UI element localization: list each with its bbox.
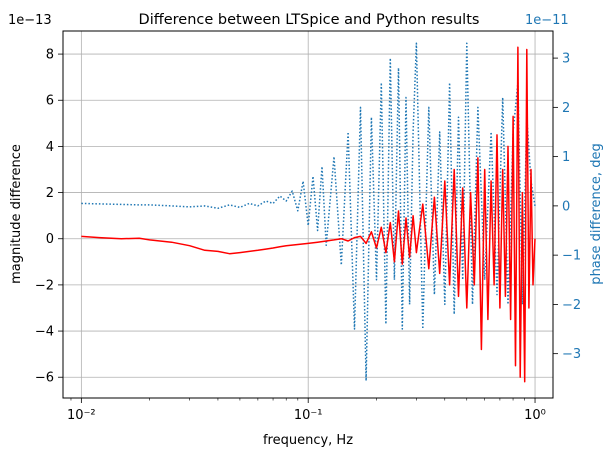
y-left-tick-label: 0 <box>46 232 54 247</box>
y-right-tick-label: −3 <box>562 347 581 362</box>
x-axis-title: frequency, Hz <box>263 433 353 448</box>
series-magnitude-difference-line <box>81 46 536 383</box>
y-left-tick-label: 2 <box>46 186 54 201</box>
y-left-tick-label: −6 <box>35 371 54 386</box>
y-right-tick-label: −2 <box>562 298 581 313</box>
chart-title: Difference between LTSpice and Python re… <box>139 12 480 28</box>
left-offset-text: 1e−13 <box>8 13 52 28</box>
y-left-tick-label: 4 <box>46 140 54 155</box>
y-right-tick-label: 3 <box>562 52 570 67</box>
series-phase-difference-line <box>81 42 536 382</box>
y-left-tick-label: −4 <box>35 325 54 340</box>
x-axis: 10⁻² 10⁻¹ 10⁰ <box>67 398 546 423</box>
y-axis-left-title: magnitude difference <box>9 144 24 284</box>
y-right-tick-label: −1 <box>562 249 581 264</box>
y-left-tick-label: 8 <box>46 48 54 63</box>
y-left-tick-label: 6 <box>46 94 54 109</box>
x-tick-label: 10⁰ <box>524 408 546 423</box>
y-right-tick-label: 1 <box>562 150 570 165</box>
series-layer <box>81 42 536 383</box>
x-tick-label: 10⁻¹ <box>294 408 323 423</box>
y-left-tick-label: −2 <box>35 278 54 293</box>
y-right-tick-label: 0 <box>562 199 570 214</box>
y-axis-right-title: phase difference, deg <box>589 143 604 284</box>
y-right-tick-label: 2 <box>562 101 570 116</box>
y-axis-left: −6 −4 −2 0 2 4 6 8 <box>35 48 63 386</box>
x-tick-label: 10⁻² <box>67 408 96 423</box>
y-axis-right: −3 −2 −1 0 1 2 3 <box>553 52 581 362</box>
right-offset-text: 1e−11 <box>525 13 569 28</box>
